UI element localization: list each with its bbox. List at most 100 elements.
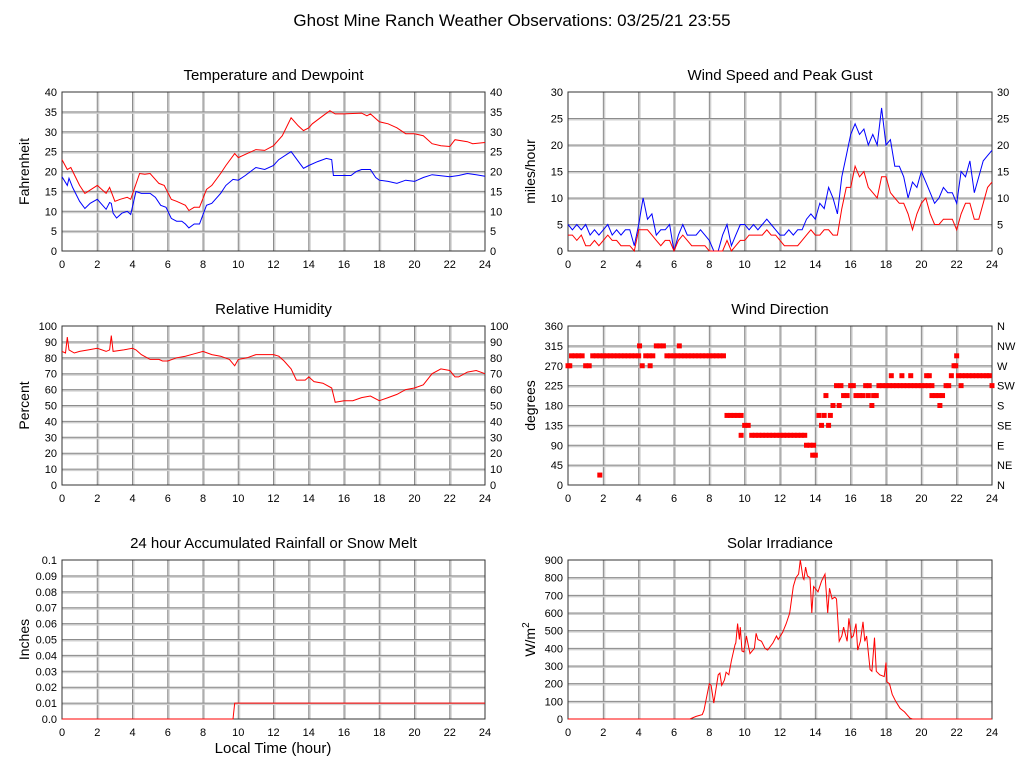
right-tick-label: 5 [490, 226, 496, 238]
data-point [717, 353, 723, 359]
data-point [795, 432, 801, 438]
y-axis-label-superscript: 2 [521, 622, 532, 628]
x-tick-label: 24 [479, 727, 491, 739]
right-tick-label: 20 [997, 140, 1009, 152]
data-point [901, 383, 907, 389]
data-point [876, 383, 882, 389]
series-line-1 [568, 559, 992, 720]
data-point [802, 432, 808, 438]
data-point [791, 432, 797, 438]
chart-title: Relative Humidity [215, 301, 332, 318]
data-point [671, 353, 677, 359]
x-tick-label: 18 [373, 493, 385, 505]
data-point [710, 353, 716, 359]
x-tick-label: 22 [951, 493, 963, 505]
y-tick-label: 10 [551, 193, 563, 205]
data-point [567, 363, 573, 369]
data-point [937, 403, 943, 408]
right-tick-label: 30 [490, 127, 502, 139]
right-tick-label: 60 [490, 385, 502, 397]
y-tick-label: 25 [45, 147, 57, 159]
x-tick-label: 2 [94, 493, 100, 505]
data-point [629, 353, 635, 359]
x-tick-label: 14 [809, 493, 821, 505]
x-tick-label: 8 [200, 727, 206, 739]
x-tick-label: 22 [951, 259, 963, 271]
y-tick-label: 800 [545, 573, 563, 585]
right-tick-label: 100 [490, 321, 508, 333]
data-point [925, 383, 931, 389]
data-point [915, 383, 921, 389]
y-tick-label: 135 [545, 420, 563, 432]
x-tick-label: 12 [267, 727, 279, 739]
data-point [929, 393, 935, 399]
y-tick-label: 60 [45, 385, 57, 397]
data-point [622, 353, 628, 359]
data-point [887, 383, 893, 389]
x-tick-label: 20 [915, 493, 927, 505]
data-point [899, 373, 905, 379]
data-point [611, 353, 617, 359]
right-tick-label: 0 [490, 246, 496, 258]
right-tick-label: 90 [490, 337, 502, 349]
data-point [821, 412, 827, 418]
data-point [827, 412, 833, 418]
x-tick-label: 22 [444, 727, 456, 739]
x-tick-label: 4 [129, 493, 135, 505]
y-tick-label: 40 [45, 87, 57, 99]
series-line-1 [61, 110, 486, 212]
data-point [834, 383, 840, 389]
right-tick-label: 35 [490, 107, 502, 119]
x-tick-label: 20 [408, 493, 420, 505]
data-point [848, 383, 854, 389]
x-tick-label: 0 [59, 493, 65, 505]
right-tick-label: E [997, 440, 1004, 452]
right-tick-label: NE [997, 460, 1012, 472]
right-tick-label: 0 [490, 480, 496, 492]
right-tick-label: 10 [490, 464, 502, 476]
y-tick-label: 0 [51, 246, 57, 258]
y-tick-label: 20 [45, 448, 57, 460]
x-tick-label: 12 [267, 259, 279, 271]
y-tick-label: 20 [551, 140, 563, 152]
plot-frame [567, 325, 993, 486]
data-point [866, 383, 872, 389]
data-point [908, 373, 914, 379]
x-tick-label: 8 [706, 259, 712, 271]
y-tick-label: 225 [545, 381, 563, 393]
x-tick-label: 14 [809, 259, 821, 271]
y-tick-label: 5 [557, 220, 563, 232]
y-tick-label: 0.05 [36, 635, 57, 647]
y-tick-label: 10 [45, 206, 57, 218]
x-tick-label: 10 [232, 493, 244, 505]
data-point [816, 412, 822, 418]
right-tick-label: 40 [490, 416, 502, 428]
x-tick-label: 6 [671, 727, 677, 739]
y-tick-label: 30 [45, 432, 57, 444]
data-point [597, 472, 603, 478]
data-point [657, 343, 663, 349]
right-tick-label: W [997, 361, 1008, 373]
x-tick-label: 18 [373, 727, 385, 739]
y-tick-label: 180 [545, 401, 563, 413]
y-tick-label: 0.02 [36, 682, 57, 694]
y-tick-label: 0.04 [36, 650, 57, 662]
data-point [932, 393, 938, 399]
x-tick-label: 0 [565, 727, 571, 739]
data-point [926, 373, 932, 379]
y-tick-label: 30 [551, 87, 563, 99]
series-line-1 [62, 702, 485, 720]
chart-title: Wind Speed and Peak Gust [687, 67, 873, 84]
data-point [836, 403, 842, 408]
data-point [590, 353, 596, 359]
x-tick-label: 10 [739, 727, 751, 739]
data-point [682, 353, 688, 359]
x-tick-label: 2 [94, 259, 100, 271]
y-axis-label: Fahrenheit [16, 138, 32, 205]
data-point [879, 383, 885, 389]
x-tick-label: 0 [59, 727, 65, 739]
x-tick-label: 16 [845, 259, 857, 271]
x-tick-label: 24 [986, 727, 998, 739]
data-point [632, 353, 638, 359]
